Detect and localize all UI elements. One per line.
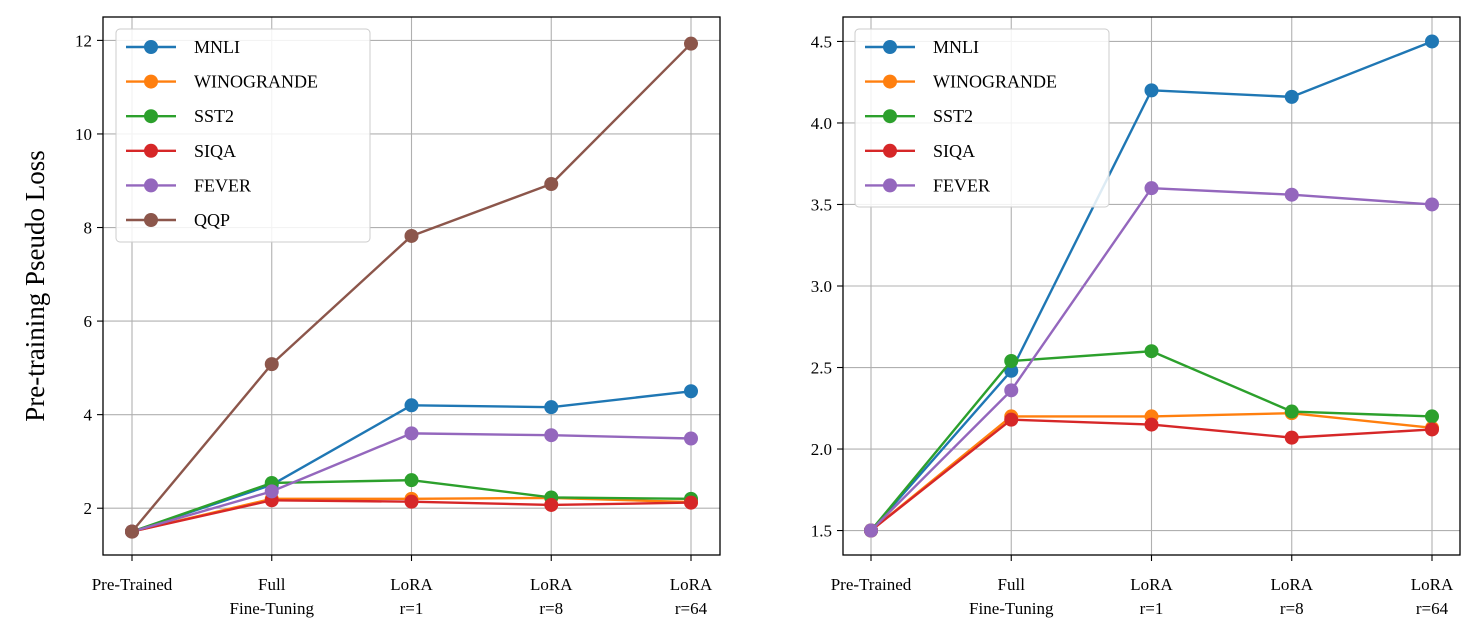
legend-label-sst2: SST2 bbox=[194, 106, 234, 126]
legend-marker-winogrande bbox=[883, 74, 897, 89]
y-tick-label: 2 bbox=[84, 499, 93, 518]
data-point-mnli bbox=[1144, 83, 1159, 98]
data-point-mnli bbox=[404, 398, 419, 413]
data-point-siqa bbox=[1284, 430, 1299, 445]
legend-label-winogrande: WINOGRANDE bbox=[194, 72, 318, 92]
y-tick-label: 4 bbox=[84, 406, 93, 425]
legend-marker-siqa bbox=[144, 143, 158, 158]
y-tick-label: 4.5 bbox=[811, 32, 832, 51]
y-tick-label: 3.0 bbox=[811, 277, 832, 296]
data-point-mnli bbox=[684, 384, 698, 399]
data-point-fever bbox=[544, 428, 559, 443]
y-axis-label: Pre-training Pseudo Loss bbox=[20, 150, 50, 421]
data-point-fever bbox=[1144, 181, 1159, 196]
y-tick-label: 8 bbox=[84, 219, 93, 238]
y-tick-label: 3.5 bbox=[811, 195, 832, 214]
y-tick-label: 4.0 bbox=[811, 114, 832, 133]
data-point-fever bbox=[864, 523, 878, 538]
data-point-qqp bbox=[264, 357, 279, 372]
data-point-mnli bbox=[1004, 363, 1019, 378]
x-tick-label: LoRA r=8 bbox=[1271, 575, 1314, 618]
x-tick-label: Full Fine-Tuning bbox=[230, 575, 315, 618]
data-point-sst2 bbox=[1144, 344, 1159, 359]
left-line-chart: Pre-Trained Full Fine-Tuning LoRA r=1 LoRA r=8… bbox=[20, 16, 721, 618]
data-point-fever bbox=[1284, 187, 1299, 202]
legend-marker-mnli bbox=[144, 40, 158, 54]
data-point-siqa bbox=[1144, 417, 1159, 432]
legend-marker-siqa bbox=[883, 143, 897, 158]
y-tick-label: 10 bbox=[75, 125, 92, 144]
legend-label-winogrande: WINOGRANDE bbox=[933, 72, 1057, 92]
series-qqp bbox=[125, 36, 698, 539]
legend-label-siqa: SIQA bbox=[933, 141, 975, 161]
data-point-qqp bbox=[125, 524, 139, 539]
legend: MNLI WINOGRANDE SST2 SIQA FEVER bbox=[854, 28, 1110, 208]
data-point-sst2 bbox=[1425, 409, 1439, 424]
legend-label-mnli: MNLI bbox=[933, 37, 979, 57]
legend: MNLI WINOGRANDE SST2 SIQA FEVER QQP bbox=[115, 28, 371, 243]
x-tick-label: LoRA r=1 bbox=[1130, 575, 1173, 618]
data-point-fever bbox=[1425, 197, 1439, 212]
data-point-qqp bbox=[684, 36, 698, 51]
data-point-mnli bbox=[1425, 34, 1439, 49]
x-tick-label: Pre-Trained bbox=[831, 575, 912, 594]
legend-marker-fever bbox=[144, 178, 158, 193]
data-point-mnli bbox=[1284, 89, 1299, 104]
data-point-siqa bbox=[684, 495, 698, 510]
plot-frame bbox=[102, 16, 721, 556]
y-tick-label: 2.0 bbox=[811, 440, 832, 459]
data-point-fever bbox=[264, 484, 279, 499]
legend-marker-sst2 bbox=[144, 109, 158, 124]
legend-marker-sst2 bbox=[883, 109, 897, 124]
data-point-qqp bbox=[544, 177, 559, 192]
legend-marker-qqp bbox=[144, 213, 158, 227]
legend-label-mnli: MNLI bbox=[194, 37, 240, 57]
data-point-siqa bbox=[1004, 412, 1019, 427]
x-tick-label: Pre-Trained bbox=[92, 575, 173, 594]
legend-marker-mnli bbox=[883, 40, 897, 54]
data-point-mnli bbox=[544, 400, 559, 415]
data-point-fever bbox=[1004, 383, 1019, 398]
x-tick-label: Full Fine-Tuning bbox=[969, 575, 1054, 618]
x-tick-label: LoRA r=1 bbox=[390, 575, 433, 618]
data-point-sst2 bbox=[404, 473, 419, 488]
right-line-chart: Pre-Trained Full Fine-Tuning LoRA r=1 LoRA r=8… bbox=[811, 16, 1461, 618]
legend-marker-winogrande bbox=[144, 74, 158, 89]
legend-box bbox=[854, 28, 1110, 208]
legend-box bbox=[115, 28, 371, 243]
x-tick-label: LoRA r=64 bbox=[670, 575, 713, 618]
data-point-qqp bbox=[404, 228, 419, 243]
data-point-siqa bbox=[404, 494, 419, 509]
data-point-siqa bbox=[544, 497, 559, 512]
legend-label-fever: FEVER bbox=[194, 175, 251, 195]
data-point-sst2 bbox=[1004, 353, 1019, 368]
data-point-sst2 bbox=[1284, 404, 1299, 419]
series-fever bbox=[864, 181, 1439, 538]
legend-label-siqa: SIQA bbox=[194, 141, 236, 161]
legend-marker-fever bbox=[883, 178, 897, 193]
legend-label-fever: FEVER bbox=[933, 175, 990, 195]
x-tick-label: LoRA r=64 bbox=[1411, 575, 1454, 618]
x-tick-label: LoRA r=8 bbox=[530, 575, 573, 618]
data-point-siqa bbox=[1425, 422, 1439, 437]
plot-frame bbox=[842, 16, 1461, 556]
y-tick-label: 1.5 bbox=[811, 522, 832, 541]
data-point-fever bbox=[684, 431, 698, 446]
legend-label-sst2: SST2 bbox=[933, 106, 973, 126]
y-tick-label: 6 bbox=[84, 312, 93, 331]
legend-label-qqp: QQP bbox=[194, 210, 230, 230]
y-tick-label: 2.5 bbox=[811, 359, 832, 378]
y-tick-label: 12 bbox=[75, 31, 92, 50]
data-point-fever bbox=[404, 426, 419, 441]
